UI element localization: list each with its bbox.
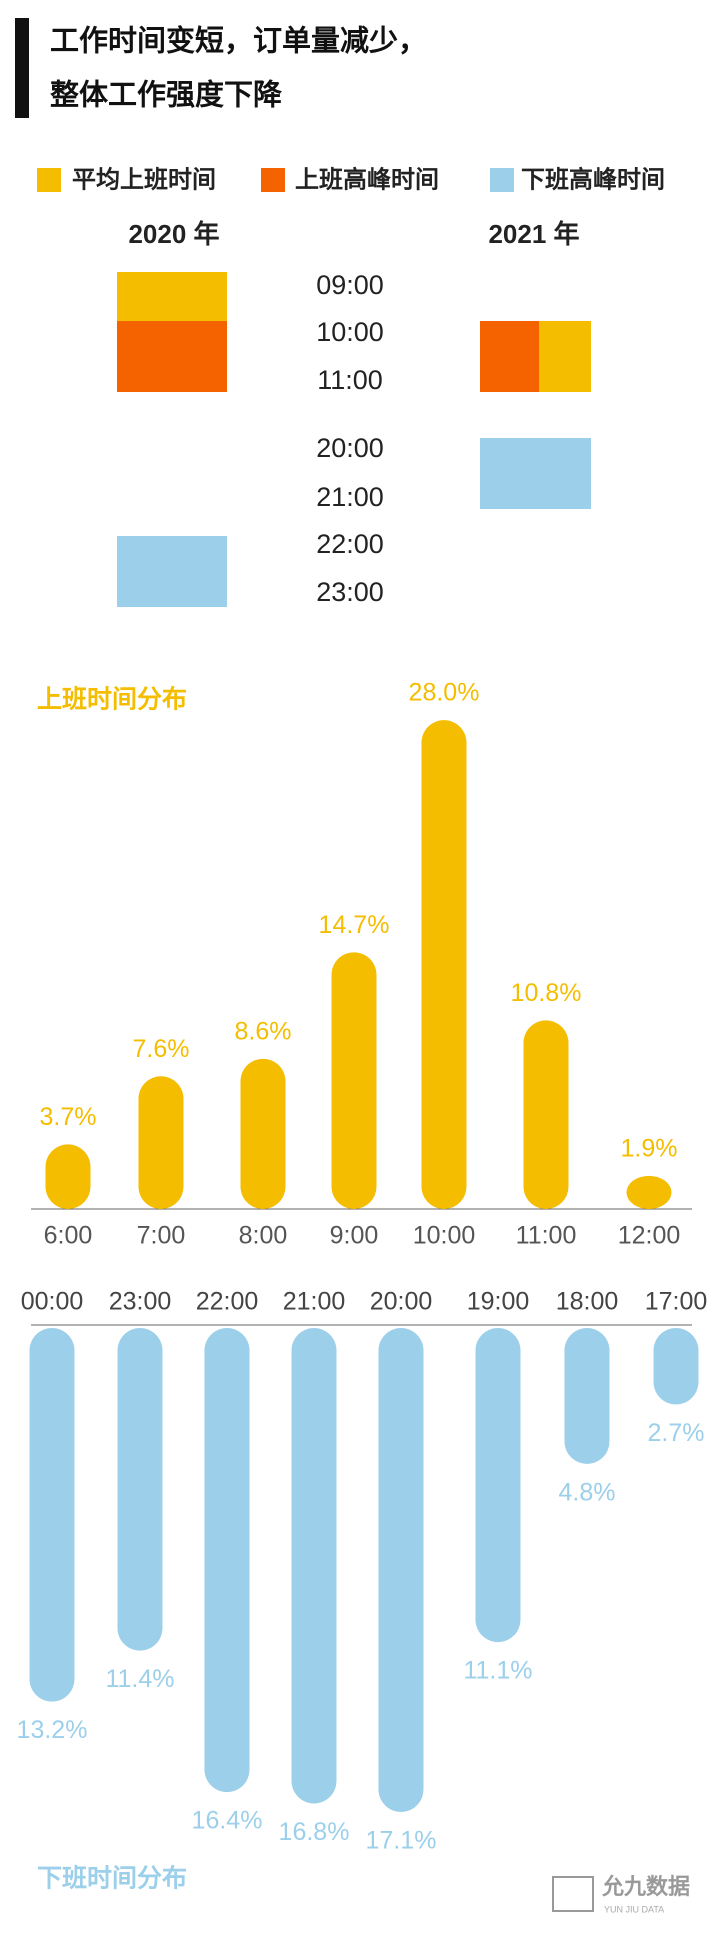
x-tick-label: 6:00 xyxy=(44,1222,93,1250)
time-block xyxy=(117,272,227,321)
time-block xyxy=(539,321,591,392)
x-tick-label: 19:00 xyxy=(467,1288,530,1316)
value-label: 11.4% xyxy=(105,1665,174,1693)
time-label: 22:00 xyxy=(316,529,384,559)
value-label: 28.0% xyxy=(409,679,480,707)
x-tick-label: 20:00 xyxy=(370,1288,433,1316)
bar xyxy=(331,952,377,1209)
value-label: 16.8% xyxy=(279,1818,350,1846)
year-label: 2020 年 xyxy=(128,219,219,249)
x-tick-label: 9:00 xyxy=(330,1222,379,1250)
legend-swatch xyxy=(490,168,514,192)
bar xyxy=(240,1058,286,1209)
bar xyxy=(117,1328,163,1651)
value-label: 8.6% xyxy=(235,1017,292,1045)
title-line: 整体工作强度下降 xyxy=(50,79,283,112)
time-label: 20:00 xyxy=(316,433,384,463)
bar xyxy=(204,1328,250,1793)
time-label: 21:00 xyxy=(316,482,384,512)
bar xyxy=(29,1328,75,1702)
value-label: 17.1% xyxy=(366,1827,437,1855)
value-label: 14.7% xyxy=(319,911,390,939)
time-block xyxy=(117,536,227,607)
value-label: 4.8% xyxy=(559,1478,616,1506)
footer-sub: YUN JIU DATA xyxy=(604,1904,664,1914)
title-bar xyxy=(15,18,29,118)
value-label: 3.7% xyxy=(40,1103,97,1131)
logo-box xyxy=(552,1876,594,1912)
bar xyxy=(475,1328,521,1643)
bar xyxy=(378,1328,424,1812)
value-label: 7.6% xyxy=(133,1035,190,1063)
legend-swatch xyxy=(261,168,285,192)
x-tick-label: 11:00 xyxy=(516,1222,577,1250)
bar xyxy=(421,720,467,1209)
x-tick-label: 21:00 xyxy=(283,1288,346,1316)
legend-label: 上班高峰时间 xyxy=(295,165,439,193)
value-label: 2.7% xyxy=(648,1419,705,1447)
bar xyxy=(523,1020,569,1209)
value-label: 11.1% xyxy=(463,1657,532,1685)
value-label: 13.2% xyxy=(17,1716,88,1744)
x-tick-label: 23:00 xyxy=(109,1288,172,1316)
bar xyxy=(653,1328,699,1405)
x-tick-label: 10:00 xyxy=(413,1222,476,1250)
legend-label: 下班高峰时间 xyxy=(521,165,665,193)
x-tick-label: 22:00 xyxy=(196,1288,259,1316)
x-tick-label: 8:00 xyxy=(239,1222,288,1250)
time-label: 09:00 xyxy=(316,270,384,300)
bar xyxy=(45,1144,91,1209)
chart-title: 下班时间分布 xyxy=(37,1864,187,1893)
time-block xyxy=(117,321,227,392)
legend-swatch xyxy=(37,168,61,192)
time-block xyxy=(480,438,591,509)
bar xyxy=(564,1328,610,1464)
bar xyxy=(291,1328,337,1804)
x-tick-label: 12:00 xyxy=(618,1222,681,1250)
value-label: 10.8% xyxy=(511,979,582,1007)
footer-brand: 允九数据 xyxy=(601,1874,690,1899)
time-label: 11:00 xyxy=(317,365,383,395)
value-label: 16.4% xyxy=(192,1807,263,1835)
x-tick-label: 7:00 xyxy=(137,1222,186,1250)
bar xyxy=(626,1175,672,1209)
time-label: 23:00 xyxy=(316,577,384,607)
title-line: 工作时间变短，订单量减少， xyxy=(50,24,427,58)
year-label: 2021 年 xyxy=(488,219,579,249)
time-block xyxy=(480,321,539,392)
legend-label: 平均上班时间 xyxy=(72,165,216,193)
x-tick-label: 17:00 xyxy=(645,1288,708,1316)
value-label: 1.9% xyxy=(621,1134,678,1162)
bar xyxy=(138,1076,184,1209)
x-tick-label: 18:00 xyxy=(556,1288,619,1316)
chart-title: 上班时间分布 xyxy=(37,685,187,714)
x-tick-label: 00:00 xyxy=(21,1288,84,1316)
time-label: 10:00 xyxy=(316,317,384,347)
